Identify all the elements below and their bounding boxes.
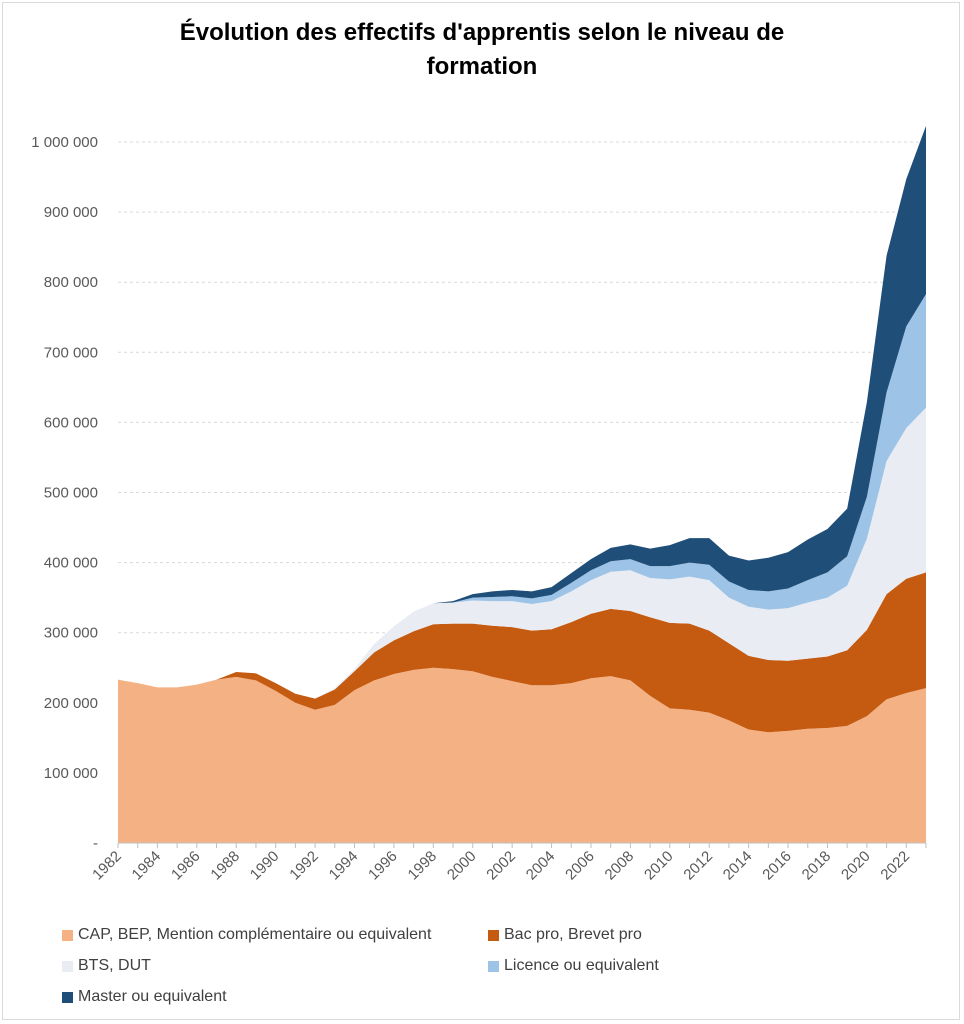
area-series-2 (118, 572, 926, 733)
x-tick-label: 2006 (562, 848, 598, 884)
x-tick-label: 2012 (680, 848, 716, 884)
x-tick-label: 1984 (129, 848, 165, 884)
x-tick-label: 2004 (523, 848, 559, 884)
x-tick-label: 1996 (365, 848, 401, 884)
x-tick-label: 2022 (878, 848, 914, 884)
x-tick-label: 1986 (168, 848, 204, 884)
x-tick-label: 2000 (444, 848, 480, 884)
x-tick-label: 2018 (799, 848, 835, 884)
y-tick-label: 1 000 000 (31, 134, 98, 151)
x-tick-label: 2002 (483, 848, 519, 884)
x-tick-label: 2016 (759, 848, 795, 884)
y-tick-label: 100 000 (44, 765, 98, 782)
x-tick-label: 1990 (247, 848, 283, 884)
y-tick-label: 900 000 (44, 204, 98, 221)
x-tick-label: 2014 (720, 848, 756, 884)
y-tick-label: 800 000 (44, 274, 98, 291)
x-tick-label: 2010 (641, 848, 677, 884)
chart-title-line-2: formation (426, 53, 538, 80)
x-tick-label: 1982 (89, 848, 125, 884)
y-tick-label: - (93, 835, 98, 852)
y-tick-label: 200 000 (44, 695, 98, 712)
x-tick-label: 2020 (838, 848, 874, 884)
area-series-5 (118, 125, 926, 699)
chart-title: Évolution des effectifs d'apprentis selo… (0, 16, 964, 84)
x-tick-label: 1998 (405, 848, 441, 884)
y-tick-label: 600 000 (44, 414, 98, 431)
x-tick-label: 1992 (286, 848, 322, 884)
x-tick-label: 1988 (207, 848, 243, 884)
x-tick-label: 1994 (326, 848, 362, 884)
area-series-1 (118, 667, 926, 843)
y-tick-label: 700 000 (44, 344, 98, 361)
chart-title-line-1: Évolution des effectifs d'apprentis selo… (179, 19, 785, 46)
y-tick-label: 400 000 (44, 555, 98, 572)
y-tick-label: 300 000 (44, 625, 98, 642)
x-tick-label: 2008 (602, 848, 638, 884)
area-series-3 (118, 407, 926, 699)
y-tick-label: 500 000 (44, 485, 98, 502)
